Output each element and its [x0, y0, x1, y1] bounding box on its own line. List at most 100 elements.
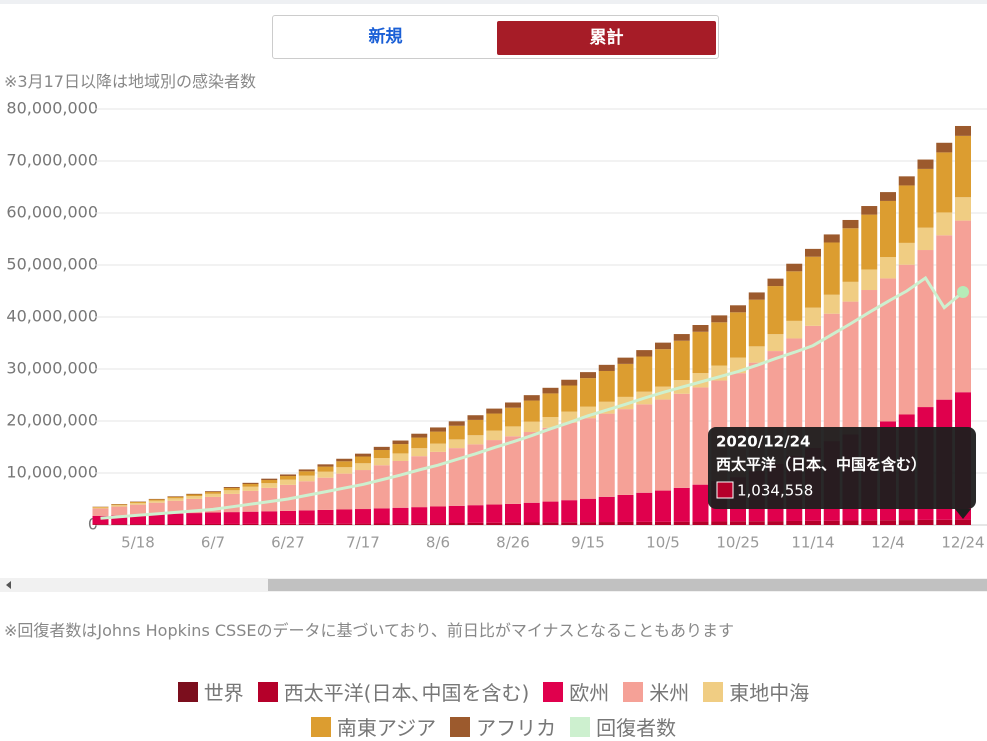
legend-item[interactable]: 世界: [177, 677, 244, 706]
bar-segment: [542, 501, 559, 523]
bar-segment: [242, 486, 259, 491]
bar-segment: [561, 385, 578, 412]
bar-segment: [148, 499, 165, 501]
bar-segment: [411, 433, 428, 438]
bar-segment: [242, 523, 259, 525]
bar-segment: [92, 506, 109, 508]
bar-segment: [805, 256, 821, 308]
bar-segment: [655, 349, 671, 387]
bar-segment: [336, 473, 353, 510]
bar-segment: [523, 502, 540, 523]
bar-segment: [486, 504, 503, 523]
bar-segment: [317, 509, 334, 524]
legend-item[interactable]: 米州: [623, 677, 689, 706]
legend-label: 西太平洋(日本､中国を含む): [283, 681, 530, 705]
bar-segment: [111, 506, 128, 516]
bar-segment: [130, 504, 146, 515]
bar-segment: [692, 484, 709, 522]
bar-segment: [148, 514, 165, 525]
bar-segment: [786, 338, 803, 456]
bar-segment: [711, 322, 728, 366]
chart: 010,000,00020,000,00030,000,00040,000,00…: [0, 99, 987, 592]
legend-item[interactable]: 東地中海: [703, 677, 809, 706]
scrollbar-thumb[interactable]: [268, 579, 987, 591]
cumulative-button[interactable]: 累計: [497, 21, 716, 55]
bar-segment: [392, 440, 409, 445]
bar-segment: [786, 263, 803, 272]
legend-item[interactable]: 西太平洋(日本､中国を含む): [257, 677, 530, 706]
legend-label: 回復者数: [596, 716, 677, 740]
bar-segment: [336, 458, 353, 462]
bar-segment: [673, 393, 690, 488]
bar-segment: [355, 523, 371, 525]
bar-segment: [823, 242, 840, 295]
bar-segment: [842, 219, 859, 229]
y-tick-label: 80,000,000: [6, 99, 98, 118]
legend-item[interactable]: 回復者数: [570, 712, 676, 741]
y-tick-label: 10,000,000: [6, 463, 98, 482]
bar-segment: [580, 498, 596, 523]
toggle: 新規 累計: [272, 15, 719, 59]
bar-segment: [561, 411, 578, 423]
bar-segment: [617, 521, 634, 525]
bar-segment: [242, 511, 259, 524]
bar-segment: [205, 493, 221, 497]
legend-item[interactable]: 南東アジア: [310, 712, 436, 741]
bar-segment: [92, 515, 109, 525]
bar-segment: [880, 520, 896, 525]
bar-segment: [805, 520, 821, 525]
bar-segment: [448, 439, 465, 449]
x-tick-label: 5/18: [121, 534, 155, 552]
bar-segment: [486, 440, 503, 505]
bar-segment: [298, 469, 315, 472]
bar-segment: [523, 395, 540, 401]
bar-segment: [917, 250, 934, 408]
bar-segment: [223, 490, 240, 494]
bar-segment: [392, 507, 409, 524]
legend-item[interactable]: アフリカ: [450, 712, 556, 741]
bar-segment: [373, 446, 390, 451]
legend-label: 東地中海: [729, 681, 810, 705]
bar-segment: [823, 234, 840, 243]
y-tick-label: 40,000,000: [6, 307, 98, 326]
bar-segment: [655, 490, 671, 522]
bar-segment: [898, 264, 915, 415]
bar-segment: [392, 444, 409, 454]
bar-segment: [317, 464, 334, 467]
bar-segment: [823, 313, 840, 442]
bar-segment: [542, 522, 559, 525]
bar-segment: [336, 509, 353, 524]
bar-segment: [523, 421, 540, 433]
bar-segment: [505, 503, 521, 523]
top-border: [0, 0, 987, 4]
bar-segment: [467, 415, 484, 420]
bar-segment: [955, 519, 971, 525]
legend-label: 欧州: [569, 681, 610, 705]
bar-segment: [673, 334, 690, 341]
bar-segment: [767, 286, 784, 335]
bar-segment: [523, 400, 540, 422]
scroll-left-arrow[interactable]: [6, 581, 11, 589]
bar-segment: [261, 478, 278, 481]
bar-segment: [298, 475, 315, 482]
bar-segment: [917, 227, 934, 251]
bar-segment: [467, 444, 484, 506]
bar-segment: [92, 507, 109, 509]
x-tick-label: 7/17: [346, 534, 380, 552]
bar-segment: [130, 514, 146, 525]
bar-segment: [111, 505, 128, 507]
bar-segment: [786, 320, 803, 339]
new-button[interactable]: 新規: [368, 27, 403, 47]
bar-segment: [148, 500, 165, 503]
bar-segment: [861, 520, 878, 525]
bar-segment: [580, 522, 596, 525]
bar-segment: [317, 477, 334, 510]
bar-segment: [842, 228, 859, 282]
bar-segment: [898, 185, 915, 243]
x-tick-label: 10/5: [646, 534, 680, 552]
bar-segment: [280, 510, 296, 524]
bar-segment: [673, 521, 690, 525]
bar-segment: [205, 523, 221, 525]
bar-segment: [486, 413, 503, 431]
legend-item[interactable]: 欧州: [543, 677, 609, 706]
